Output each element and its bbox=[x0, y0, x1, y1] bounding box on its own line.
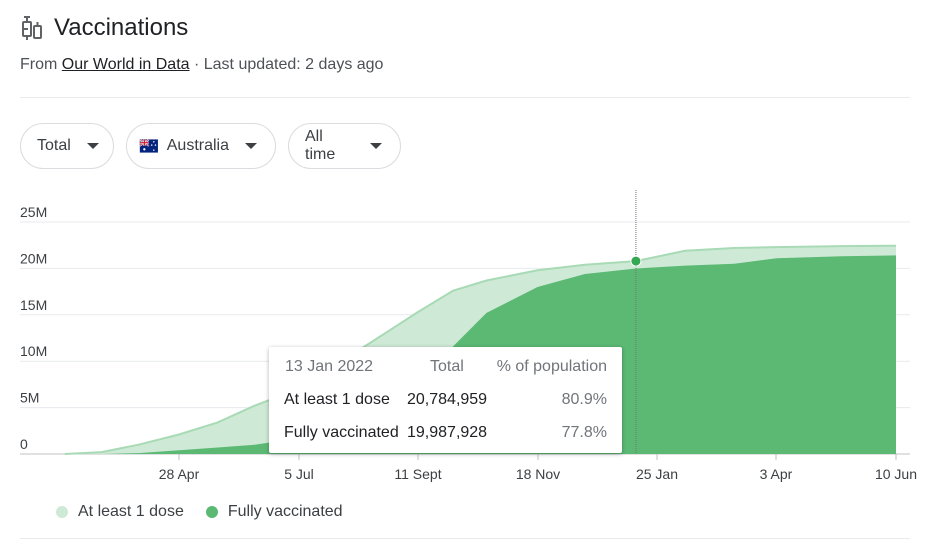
y-tick-label: 25M bbox=[20, 204, 47, 220]
tooltip-col-total: Total bbox=[430, 358, 464, 375]
y-tick-label: 0 bbox=[20, 436, 28, 452]
metric-dropdown-label: Total bbox=[37, 137, 71, 154]
country-dropdown[interactable]: Australia bbox=[126, 123, 276, 169]
y-tick-label: 5M bbox=[20, 390, 39, 406]
legend-swatch bbox=[205, 506, 218, 518]
source-link[interactable]: Our World in Data bbox=[61, 56, 190, 73]
x-tick-label: 5 Jul bbox=[284, 466, 314, 482]
x-tick-label: 18 Nov bbox=[516, 466, 560, 482]
chevron-down-icon bbox=[370, 143, 382, 149]
page-title: Vaccinations bbox=[54, 14, 189, 41]
chart-tooltip: 13 Jan 2022 Total % of population At lea… bbox=[269, 347, 622, 453]
divider-top bbox=[20, 97, 910, 98]
last-updated: · Last updated: 2 days ago bbox=[193, 56, 384, 73]
series-line-at-least-one bbox=[64, 244, 897, 455]
legend-label: At least 1 dose bbox=[78, 503, 184, 520]
y-tick-label: 15M bbox=[20, 297, 47, 313]
legend-item-fully[interactable]: Fully vaccinated bbox=[205, 503, 343, 521]
divider-bottom bbox=[20, 538, 910, 539]
highlight-point[interactable] bbox=[630, 255, 642, 267]
chevron-down-icon bbox=[245, 143, 257, 149]
legend-swatch bbox=[56, 506, 68, 518]
x-tick-label: 28 Apr bbox=[159, 466, 200, 482]
tooltip-row-pct: 77.8% bbox=[561, 424, 607, 441]
x-tick-label: 10 Jun bbox=[875, 466, 917, 482]
x-tick-label: 25 Jan bbox=[636, 466, 678, 482]
tooltip-row-total: 19,987,928 bbox=[407, 424, 488, 441]
y-tick-label: 20M bbox=[20, 250, 47, 266]
tooltip-row-pct: 80.9% bbox=[561, 391, 607, 408]
filter-bar: Total Australia All time bbox=[20, 123, 401, 169]
tooltip-row-total: 20,784,959 bbox=[407, 391, 488, 408]
tooltip-row-label: At least 1 dose bbox=[284, 391, 390, 408]
x-tick-label: 3 Apr bbox=[760, 466, 793, 482]
chart-legend: At least 1 dose Fully vaccinated bbox=[56, 503, 365, 521]
tooltip-date: 13 Jan 2022 bbox=[285, 358, 374, 375]
range-dropdown[interactable]: All time bbox=[288, 123, 401, 169]
tooltip-row-label: Fully vaccinated bbox=[284, 424, 399, 441]
metric-dropdown[interactable]: Total bbox=[20, 123, 114, 169]
x-tick-label: 11 Sept bbox=[394, 466, 441, 482]
legend-item-at-least-one[interactable]: At least 1 dose bbox=[56, 503, 184, 521]
syringe-icon bbox=[22, 16, 42, 40]
legend-label: Fully vaccinated bbox=[227, 503, 343, 520]
source-prefix: From bbox=[20, 56, 58, 73]
tooltip-col-pct: % of population bbox=[496, 358, 607, 375]
australia-flag-icon bbox=[139, 138, 158, 153]
header: Vaccinations bbox=[20, 14, 188, 42]
chevron-down-icon bbox=[86, 143, 99, 149]
source-line: From Our World in Data · Last updated: 2… bbox=[20, 56, 383, 74]
y-tick-label: 10M bbox=[20, 343, 47, 359]
range-dropdown-label: All time bbox=[305, 128, 336, 163]
country-dropdown-label: Australia bbox=[166, 137, 229, 154]
